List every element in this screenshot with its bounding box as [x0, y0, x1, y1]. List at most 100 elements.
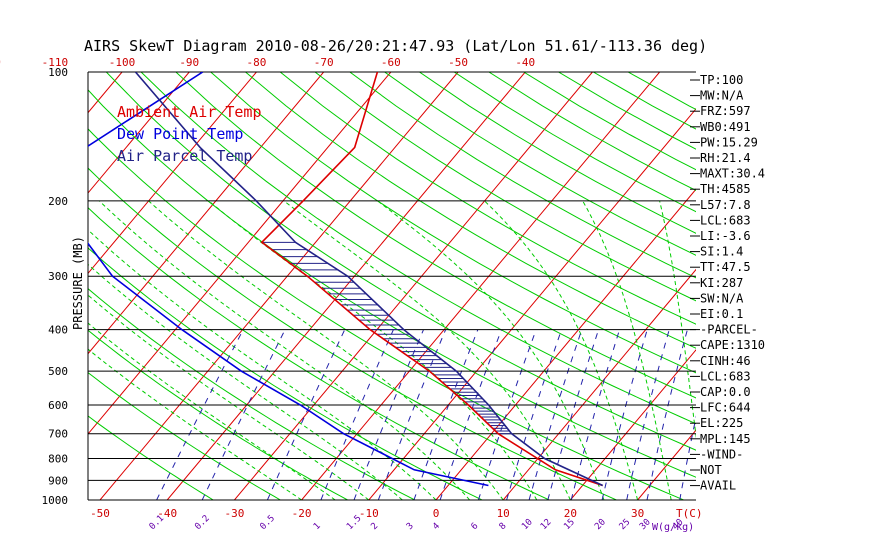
index-entry-25: NOT — [700, 463, 722, 477]
moist-adiabat-line — [88, 294, 370, 500]
dry-adiabat-line — [314, 72, 696, 302]
bottom-temp-tick: -10 — [359, 507, 379, 520]
moist-adiabat-line — [208, 200, 538, 500]
top-temp-tick: -70 — [314, 56, 334, 69]
dry-adiabat-line — [349, 72, 696, 279]
isotherm-line — [88, 72, 392, 435]
y-axis-label: PRESSURE (MB) — [71, 236, 85, 330]
chart-title: AIRS SkewT Diagram 2010-08-26/20:21:47.9… — [84, 37, 707, 55]
bottom-temp-tick: 30 — [631, 507, 644, 520]
index-entry-11: SI:1.4 — [700, 245, 743, 259]
mixing-ratio-line — [156, 329, 244, 500]
pressure-tick-700: 700 — [48, 428, 68, 441]
index-entry-21: LFC:644 — [700, 401, 751, 415]
index-entry-18: CINH:46 — [700, 354, 751, 368]
pressure-tick-800: 800 — [48, 453, 68, 466]
mixing-ratio-labels: 0.1 0.2 0.5 1 1.5 2 3 4 6 8 10 12 15 20 25 30 40W(g/kg) — [148, 514, 694, 533]
dry-adiabat-line — [105, 72, 696, 451]
moist-adiabat-line — [88, 263, 403, 500]
index-entry-9: LCL:683 — [700, 213, 751, 227]
moist-adiabat-line — [98, 200, 470, 500]
isotherm-line — [570, 349, 696, 500]
moist-adiabat-line — [88, 348, 302, 500]
dry-adiabat-line — [210, 72, 696, 374]
isotherm-line — [166, 72, 526, 500]
legend-entry-1: Dew Point Temp — [117, 125, 243, 143]
mixing-ratio-tick: 1 — [312, 521, 323, 532]
top-temp-tick: -50 — [448, 56, 468, 69]
pressure-tick-900: 900 — [48, 474, 68, 487]
series-line-2 — [134, 72, 604, 487]
top-temperature-labels: -120 -110 -100 -90 -80 -70 -60 -50 -40 — [0, 56, 535, 69]
top-temp-tick: -60 — [381, 56, 401, 69]
mixing-ratio-line — [646, 329, 688, 500]
mixing-ratio-line — [626, 329, 670, 500]
dry-adiabat-line — [88, 207, 550, 500]
index-entry-12: TT:47.5 — [700, 260, 751, 274]
bottom-temperature-labels: -50 -40 -30 -20 -10 0 10 20 30 T(C) — [90, 507, 702, 520]
sounding-curves — [88, 72, 604, 487]
series-line-1 — [88, 72, 489, 487]
dry-adiabat-line — [175, 72, 696, 399]
dry-adiabat-line — [140, 72, 696, 425]
isotherm-line — [234, 72, 593, 500]
dry-adiabat-line — [419, 72, 696, 234]
isotherm-line — [368, 108, 696, 500]
bottom-temp-tick: -50 — [90, 507, 110, 520]
pressure-tick-1000: 1000 — [42, 494, 69, 507]
index-entry-3: WB0:491 — [700, 120, 751, 134]
dry-adiabat-line — [88, 415, 214, 500]
top-temp-tick: -100 — [109, 56, 136, 69]
isotherm-line — [0, 72, 55, 500]
index-entry-7: TH:4585 — [700, 182, 751, 196]
isotherm-line — [502, 268, 696, 500]
top-temp-tick: -90 — [179, 56, 199, 69]
top-temp-tick: -80 — [247, 56, 267, 69]
top-temp-tick: -110 — [42, 56, 69, 69]
top-temp-tick: -40 — [515, 56, 535, 69]
dry-adiabat-line — [88, 167, 617, 500]
dry-adiabat-line — [488, 72, 696, 192]
mixing-ratio-tick: 10 — [520, 517, 535, 532]
pressure-tick-600: 600 — [48, 399, 68, 412]
index-entry-16: -PARCEL- — [700, 323, 758, 337]
x-axis-label: T(C) — [676, 507, 703, 520]
mixing-ratio-tick: 2 — [369, 521, 380, 532]
legend-entry-2: Air Parcel Temp — [117, 147, 252, 165]
index-entry-23: MPL:145 — [700, 432, 751, 446]
bottom-temp-tick: -30 — [224, 507, 244, 520]
dry-adiabat-line — [279, 72, 696, 325]
pressure-tick-labels: 100 200 300 400 500 600 700 800 900 1000 — [42, 66, 69, 507]
index-entry-24: -WIND- — [700, 447, 743, 461]
index-entry-10: LI:-3.6 — [700, 229, 751, 243]
dry-adiabat-line — [88, 372, 281, 500]
index-entry-15: EI:0.1 — [700, 307, 743, 321]
index-entry-8: L57:7.8 — [700, 198, 751, 212]
pressure-tick-500: 500 — [48, 365, 68, 378]
index-entry-5: RH:21.4 — [700, 151, 751, 165]
mixing-ratio-tick: 3 — [405, 521, 416, 532]
bottom-temp-tick: -40 — [157, 507, 177, 520]
mixing-ratio-tick: 4 — [431, 521, 442, 532]
mixing-ratio-tick: 6 — [469, 521, 480, 532]
mixing-ratio-tick: 12 — [539, 517, 554, 532]
moist-adiabat-line — [88, 229, 437, 500]
index-entry-2: FRZ:597 — [700, 104, 751, 118]
series-line-0 — [260, 72, 603, 487]
mixing-ratio-tick: 20 — [593, 517, 608, 532]
mixing-ratio-tick: 0.2 — [193, 514, 212, 533]
bottom-temp-tick: 20 — [564, 507, 577, 520]
index-entry-6: MAXT:30.4 — [700, 167, 765, 181]
index-entry-1: MW:N/A — [700, 89, 744, 103]
mixing-ratio-unit-label: W(g/kg) — [652, 522, 694, 533]
index-entry-17: CAPE:1310 — [700, 338, 765, 352]
index-entry-0: TP:100 — [700, 73, 743, 87]
isotherm-line — [301, 72, 661, 500]
mixing-ratio-tick: 0.5 — [258, 514, 277, 533]
dry-adiabat-line — [88, 247, 483, 500]
mixing-ratio-line — [506, 329, 562, 500]
index-entry-22: EL:225 — [700, 416, 743, 430]
index-entry-20: CAP:0.0 — [700, 385, 751, 399]
